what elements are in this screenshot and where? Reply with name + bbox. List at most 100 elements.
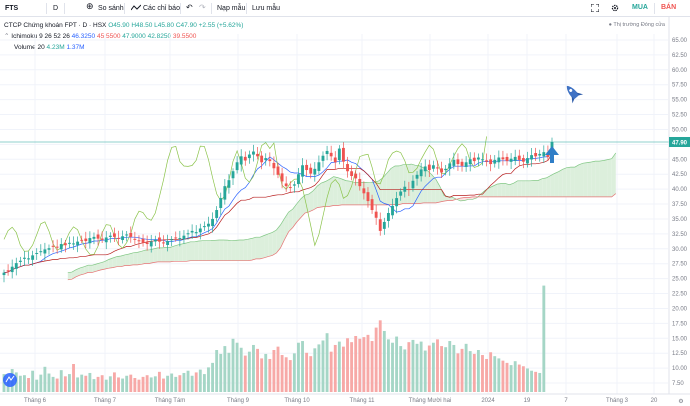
cloud-segment: [595, 161, 600, 197]
save-template-button[interactable]: Lưu mẫu: [252, 5, 281, 12]
cloud-segment: [517, 180, 522, 197]
volume-bar: [43, 366, 47, 392]
candle-body: [108, 235, 112, 237]
candle-body: [333, 157, 337, 163]
cloud-segment: [292, 203, 297, 228]
candle-body: [538, 153, 542, 156]
redo-icon[interactable]: ↷: [199, 3, 206, 12]
candle-body: [84, 238, 88, 242]
volume-bar: [235, 342, 239, 392]
cloud-segment: [92, 264, 97, 273]
candle-body: [223, 186, 227, 200]
sell-button[interactable]: BÁN: [661, 4, 677, 11]
volume-bar: [321, 340, 325, 392]
tradingview-logo-mark: [5, 375, 15, 383]
buy-button[interactable]: MUA: [632, 4, 648, 11]
toolbar-divider: [64, 3, 65, 14]
ichimoku-legend-row[interactable]: ⌃ Ichimoku 9 26 52 26 46.3250 45.5500 47…: [4, 31, 196, 42]
candle-body: [509, 158, 513, 162]
load-template-button[interactable]: Nạp mẫu: [217, 5, 246, 12]
volume-bar: [346, 338, 349, 392]
undo-icon[interactable]: ↶: [186, 3, 193, 12]
candle-body: [10, 266, 14, 273]
cloud-segment: [513, 180, 518, 197]
candle-body: [485, 160, 488, 162]
volume-bar: [243, 355, 247, 392]
cloud-segment: [591, 161, 596, 197]
indicators-icon[interactable]: [130, 4, 142, 15]
cloud-segment: [129, 252, 134, 266]
candle-body: [162, 242, 165, 244]
volume-bar: [333, 344, 337, 392]
time-tick-label: Tháng 7: [94, 398, 117, 404]
candle-body: [472, 157, 476, 162]
settings-gear-icon[interactable]: [611, 4, 619, 15]
cloud-segment: [546, 175, 551, 197]
candle-body: [382, 221, 386, 229]
volume-legend-row[interactable]: Volume 20 4.23M 1.37M: [14, 42, 85, 53]
cloud-segment: [71, 269, 76, 280]
volume-bar: [301, 341, 304, 392]
volume-bar: [431, 342, 435, 392]
time-tick-label: 2024: [481, 398, 495, 404]
cloud-segment: [599, 160, 604, 197]
volume-bar: [47, 373, 51, 392]
legend-main-row: CTCP Chứng khoán FPT · D · HSX O45.90 H4…: [4, 22, 244, 29]
cloud-segment: [178, 243, 183, 262]
candle-body: [68, 242, 71, 244]
candle-body: [305, 164, 309, 171]
candle-body: [235, 162, 239, 171]
cloud-segment: [550, 173, 555, 197]
candle-body: [76, 241, 80, 246]
price-tick-label: 55.00: [672, 98, 688, 104]
volume-bar: [395, 336, 399, 392]
cloud-segment: [182, 242, 187, 262]
candle-body: [493, 159, 497, 164]
price-tick-label: 62.50: [672, 53, 688, 59]
volume-bar: [526, 368, 529, 392]
interval-selector[interactable]: D: [53, 5, 59, 12]
volume-bar: [215, 350, 219, 392]
volume-bar: [305, 352, 309, 392]
indicators-button[interactable]: Các chỉ báo: [143, 5, 180, 12]
cloud-segment: [431, 174, 436, 203]
kijun-sen-line: [3, 153, 553, 274]
candle-body: [284, 183, 288, 187]
cloud-segment: [108, 258, 113, 269]
cloud-segment: [362, 182, 367, 205]
candle-body: [207, 223, 210, 227]
candle-body: [489, 159, 493, 165]
cloud-segment: [88, 265, 93, 273]
cloud-segment: [570, 167, 575, 197]
volume-bar: [256, 348, 259, 392]
volume-bar: [493, 356, 497, 392]
volume-bar: [399, 346, 403, 392]
candle-body: [178, 238, 182, 240]
candle-body: [460, 161, 464, 166]
legend-low: L45.80: [154, 22, 175, 29]
candle-body: [51, 245, 55, 247]
cloud-segment: [276, 224, 281, 253]
cloud-segment: [587, 161, 592, 197]
volume-bar: [501, 360, 505, 392]
cloud-segment: [215, 239, 220, 261]
cloud-segment: [145, 249, 150, 264]
legend-high: H48.50: [131, 22, 153, 29]
market-status-dot-icon: ●: [608, 22, 612, 28]
cloud-segment: [137, 251, 142, 265]
candle-body: [378, 219, 382, 231]
compare-button[interactable]: So sánh: [98, 5, 124, 12]
symbol-search[interactable]: FTS: [5, 5, 19, 12]
volume-bar: [223, 346, 227, 392]
volume-bar: [329, 351, 333, 392]
collapse-chevron-icon[interactable]: ⌃: [4, 33, 10, 40]
volume-bar: [264, 353, 268, 392]
candle-body: [190, 230, 194, 233]
cloud-segment: [206, 240, 211, 261]
compare-plus-icon[interactable]: ⊕: [86, 1, 94, 11]
candlesticks: [2, 137, 554, 283]
cloud-segment: [280, 218, 285, 248]
cloud-segment: [407, 164, 412, 204]
cloud-segment: [161, 247, 166, 262]
